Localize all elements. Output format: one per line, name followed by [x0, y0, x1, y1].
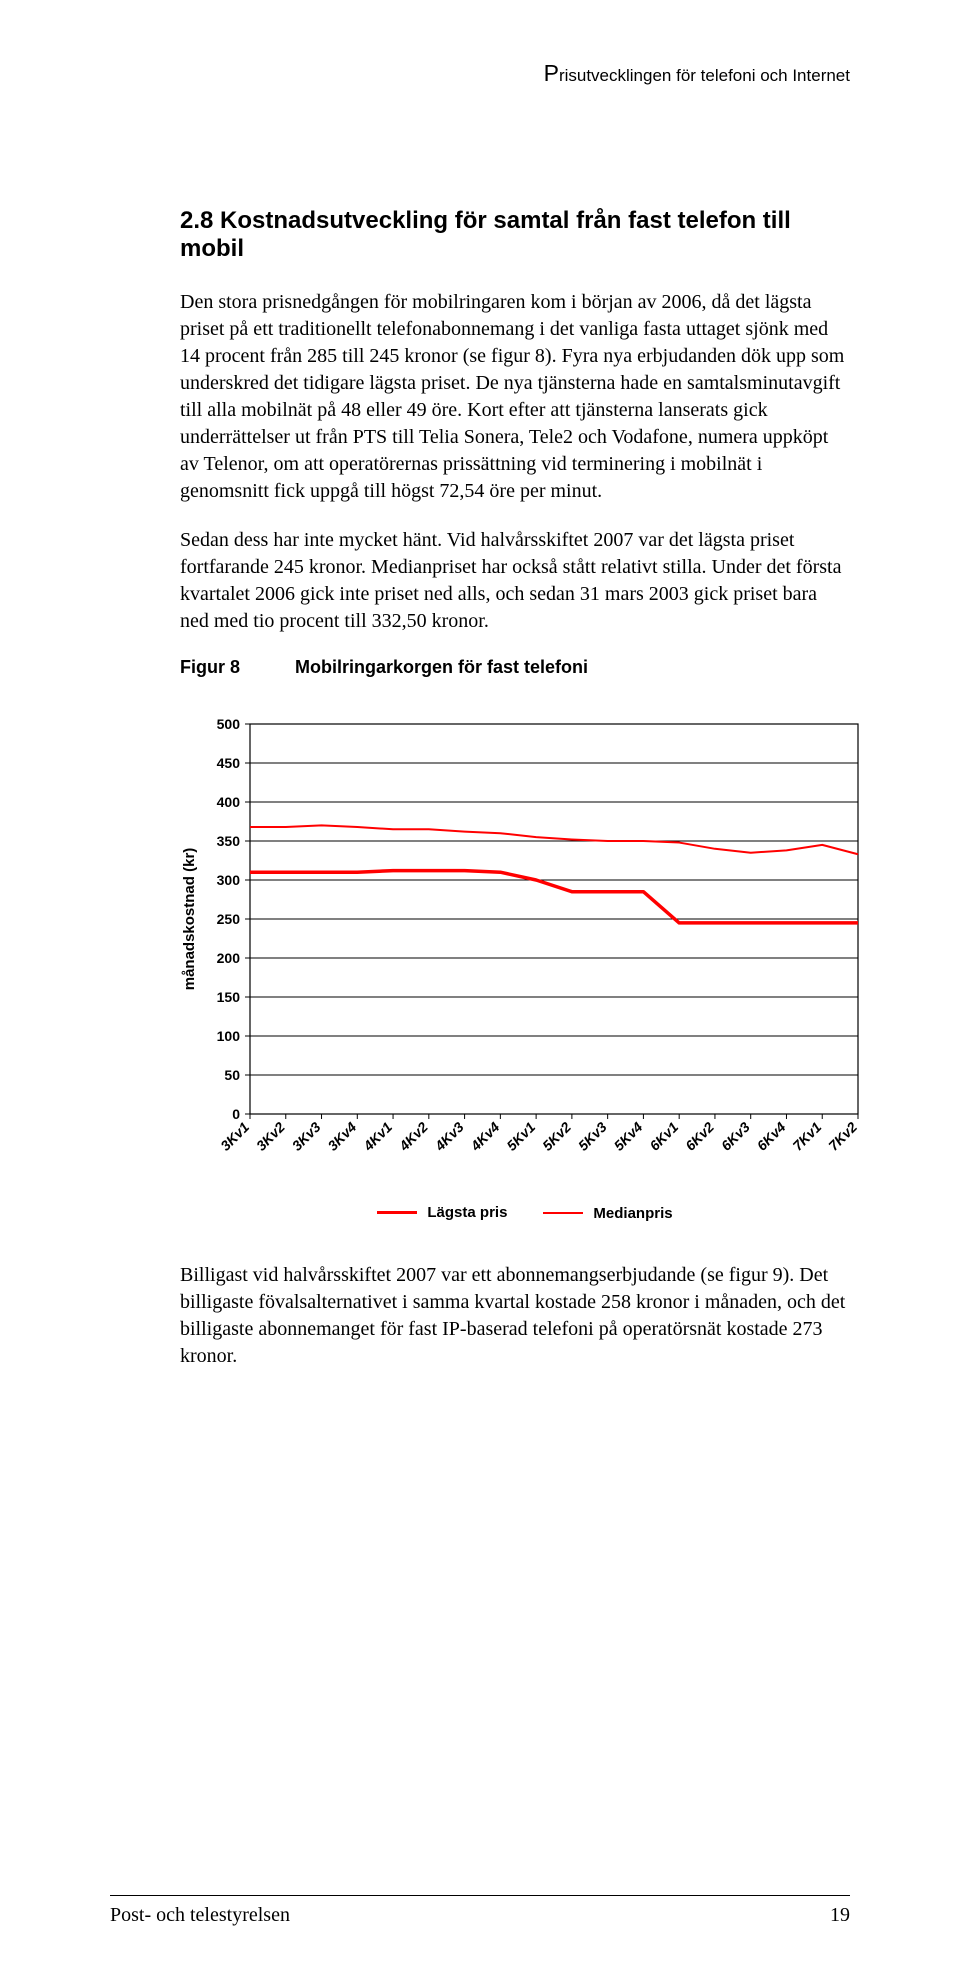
svg-text:3Kv2: 3Kv2: [253, 1119, 288, 1154]
legend-item: Medianpris: [543, 1205, 672, 1222]
svg-text:50: 50: [224, 1067, 240, 1083]
svg-text:5Kv4: 5Kv4: [611, 1119, 646, 1154]
svg-text:månadskostnad (kr): månadskostnad (kr): [181, 848, 198, 991]
svg-text:300: 300: [217, 872, 241, 888]
figure-label: Figur 8: [180, 657, 290, 678]
svg-text:5Kv2: 5Kv2: [539, 1119, 574, 1154]
running-header-first: P: [544, 60, 559, 86]
chart-legend: Lägsta pris Medianpris: [180, 1201, 870, 1222]
legend-label: Lägsta pris: [427, 1204, 507, 1221]
svg-text:3Kv1: 3Kv1: [217, 1119, 252, 1154]
svg-text:4Kv2: 4Kv2: [395, 1119, 431, 1155]
svg-text:150: 150: [217, 989, 241, 1005]
svg-text:250: 250: [217, 911, 241, 927]
section-heading: 2.8 Kostnadsutveckling för samtal från f…: [180, 207, 850, 263]
svg-text:7Kv1: 7Kv1: [789, 1119, 824, 1154]
figure-caption: Figur 8 Mobilringarkorgen för fast telef…: [180, 657, 850, 678]
footer-left: Post- och telestyrelsen: [110, 1904, 290, 1927]
paragraph-3: Billigast vid halvårsskiftet 2007 var et…: [180, 1262, 850, 1370]
svg-text:450: 450: [217, 755, 241, 771]
svg-text:4Kv1: 4Kv1: [359, 1119, 395, 1155]
svg-text:5Kv3: 5Kv3: [575, 1119, 610, 1154]
svg-text:6Kv2: 6Kv2: [682, 1119, 717, 1154]
svg-text:4Kv3: 4Kv3: [431, 1119, 467, 1155]
svg-text:6Kv3: 6Kv3: [718, 1119, 753, 1154]
svg-text:3Kv4: 3Kv4: [324, 1119, 359, 1154]
running-header: Prisutvecklingen för telefoni och Intern…: [180, 60, 850, 87]
legend-item: Lägsta pris: [377, 1204, 507, 1221]
svg-text:100: 100: [217, 1028, 241, 1044]
chart-svg: månadskostnad (kr)0501001502002503003504…: [180, 714, 870, 1194]
svg-text:4Kv4: 4Kv4: [467, 1119, 503, 1155]
svg-text:400: 400: [217, 794, 241, 810]
legend-swatch: [377, 1211, 417, 1214]
svg-text:200: 200: [217, 950, 241, 966]
svg-text:350: 350: [217, 833, 241, 849]
paragraph-1: Den stora prisnedgången för mobilringare…: [180, 289, 850, 505]
svg-text:6Kv4: 6Kv4: [754, 1119, 789, 1154]
paragraph-2: Sedan dess har inte mycket hänt. Vid hal…: [180, 527, 850, 635]
line-chart: månadskostnad (kr)0501001502002503003504…: [180, 714, 870, 1222]
page-footer: Post- och telestyrelsen 19: [110, 1895, 850, 1927]
figure-title: Mobilringarkorgen för fast telefoni: [295, 657, 588, 677]
legend-label: Medianpris: [593, 1205, 672, 1222]
svg-text:7Kv2: 7Kv2: [825, 1119, 860, 1154]
svg-text:6Kv1: 6Kv1: [646, 1119, 681, 1154]
svg-text:3Kv3: 3Kv3: [289, 1119, 324, 1154]
footer-page-number: 19: [830, 1904, 850, 1927]
svg-text:5Kv1: 5Kv1: [503, 1119, 538, 1154]
legend-swatch: [543, 1212, 583, 1214]
svg-text:500: 500: [217, 716, 241, 732]
running-header-rest: risutvecklingen för telefoni och Interne…: [559, 66, 850, 85]
